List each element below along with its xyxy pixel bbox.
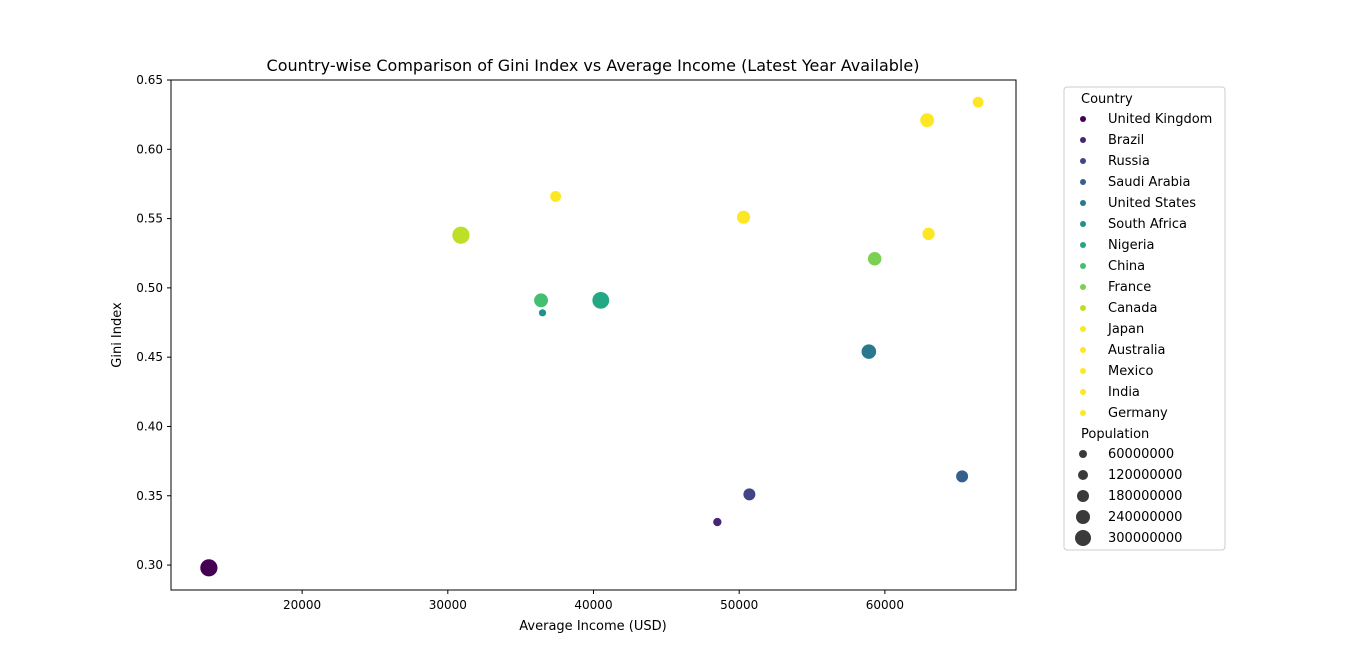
legend-country-marker <box>1080 368 1086 374</box>
legend-country-marker <box>1080 158 1086 164</box>
legend-size-marker <box>1077 490 1089 502</box>
x-tick-label: 60000 <box>866 598 904 612</box>
legend-hue-title: Country <box>1081 92 1133 107</box>
legend-country-label: India <box>1108 385 1140 400</box>
legend-country-label: Nigeria <box>1108 238 1155 253</box>
data-point <box>538 308 547 318</box>
legend-frame <box>1063 86 1226 551</box>
data-point <box>549 190 562 203</box>
legend-country-marker <box>1080 137 1086 143</box>
data-point <box>921 226 936 241</box>
legend-size-marker <box>1076 510 1090 524</box>
legend-size-label: 240000000 <box>1108 510 1182 525</box>
legend-country-label: Canada <box>1108 301 1157 316</box>
y-tick-label: 0.30 <box>136 558 163 572</box>
legend-country-label: Germany <box>1108 406 1168 421</box>
legend-country-marker <box>1080 284 1086 290</box>
x-tick-label: 40000 <box>574 598 612 612</box>
legend-size-title: Population <box>1081 427 1149 442</box>
legend-country-marker <box>1080 326 1086 332</box>
y-axis: 0.30 0.35 0.40 0.45 0.50 0.55 0.60 0.65 <box>136 73 171 572</box>
data-point <box>919 112 935 128</box>
legend-country-label: Saudi Arabia <box>1108 175 1191 190</box>
data-point <box>451 225 471 245</box>
y-axis-label: Gini Index <box>110 302 125 368</box>
legend-size-marker <box>1078 470 1088 480</box>
legend-size-label: 60000000 <box>1108 447 1174 462</box>
legend-country-label: South Africa <box>1108 217 1187 232</box>
legend-size-label: 120000000 <box>1108 468 1182 483</box>
legend-country-label: Brazil <box>1108 133 1144 148</box>
data-point <box>591 291 610 310</box>
legend-country-label: United Kingdom <box>1108 112 1212 127</box>
data-point <box>860 343 877 360</box>
legend-country-marker <box>1080 410 1086 416</box>
x-tick-label: 30000 <box>429 598 467 612</box>
legend-size-label: 300000000 <box>1108 531 1182 546</box>
legend: Country United Kingdom Brazil Russia Saudi … <box>1063 86 1226 551</box>
data-point <box>742 487 757 502</box>
y-tick-label: 0.40 <box>136 419 163 433</box>
legend-country-marker <box>1080 179 1086 185</box>
plot-area <box>170 79 1017 591</box>
legend-country-label: Mexico <box>1108 364 1153 379</box>
legend-country-marker <box>1080 347 1086 353</box>
legend-country-marker <box>1080 200 1086 206</box>
legend-country-marker <box>1080 305 1086 311</box>
data-point <box>736 209 751 225</box>
legend-size-marker <box>1075 530 1091 546</box>
legend-country-marker <box>1080 242 1086 248</box>
data-point <box>955 469 969 484</box>
data-point <box>533 292 549 309</box>
legend-country-label: Australia <box>1108 343 1166 358</box>
y-tick-label: 0.65 <box>136 73 163 87</box>
y-tick-label: 0.60 <box>136 142 163 156</box>
legend-country-marker <box>1080 389 1086 395</box>
legend-size-entries: 60000000 120000000 180000000 240000000 30000… <box>1075 447 1182 546</box>
x-tick-label: 50000 <box>720 598 758 612</box>
legend-size-label: 180000000 <box>1108 489 1182 504</box>
y-tick-label: 0.45 <box>136 350 163 364</box>
legend-size-marker <box>1079 450 1087 458</box>
legend-country-marker <box>1080 221 1086 227</box>
x-axis: 20000 30000 40000 50000 60000 <box>283 590 904 612</box>
data-point <box>971 95 985 109</box>
data-point <box>867 251 883 267</box>
y-tick-label: 0.55 <box>136 212 163 226</box>
legend-country-entries: United Kingdom Brazil Russia Saudi Arabia Un… <box>1080 112 1212 421</box>
data-point <box>199 558 219 578</box>
chart-title: Country-wise Comparison of Gini Index vs… <box>267 56 920 75</box>
legend-country-label: China <box>1108 259 1145 274</box>
x-axis-label: Average Income (USD) <box>519 619 666 634</box>
legend-country-label: France <box>1108 280 1151 295</box>
legend-country-label: Russia <box>1108 154 1150 169</box>
y-tick-label: 0.35 <box>136 489 163 503</box>
legend-country-label: Japan <box>1107 322 1144 337</box>
legend-country-marker <box>1080 116 1086 122</box>
data-point <box>712 517 723 528</box>
x-tick-label: 20000 <box>283 598 321 612</box>
data-points <box>199 95 985 578</box>
legend-country-label: United States <box>1108 196 1196 211</box>
legend-country-marker <box>1080 263 1086 269</box>
y-tick-label: 0.50 <box>136 281 163 295</box>
